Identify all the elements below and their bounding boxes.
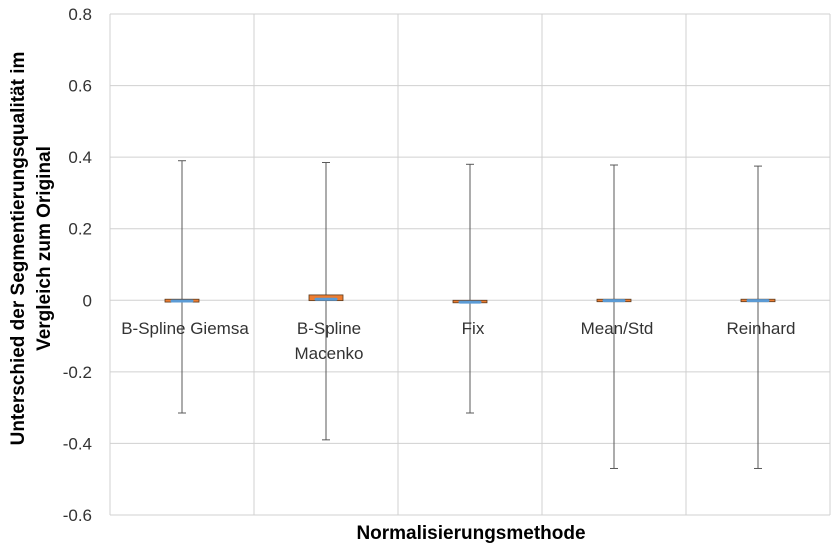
category-label: Reinhard [727,319,796,338]
y-tick-label: 0.8 [68,5,92,24]
box-0 [164,160,200,414]
box-series [164,160,776,469]
x-axis-title: Normalisierungsmethode [356,523,585,544]
y-tick-label: 0.4 [68,148,92,167]
y-tick-label: -0.2 [63,363,92,382]
y-axis-title-line: Unterschied der Segmentierungsqualität i… [8,52,29,446]
box-4 [740,165,776,469]
category-label: B-Spline Giemsa [121,319,249,338]
y-axis-title-line: Vergleich zum Original [34,146,55,351]
box-2 [452,163,488,414]
category-label: Macenko [295,344,364,363]
box-1 [308,162,344,441]
y-tick-label: -0.6 [63,506,92,525]
y-axis-title: Unterschied der Segmentierungsqualität i… [8,52,55,446]
y-tick-label: 0.2 [68,220,92,239]
y-tick-label: -0.4 [63,434,92,453]
category-label: B-Spline [297,319,361,338]
y-tick-label: 0 [83,291,92,310]
x-axis-category-labels: B-Spline Giemsa B-Spline Macenko Fix Mean/St… [121,319,795,363]
y-axis-tick-labels: 0.8 0.6 0.4 0.2 0 -0.2 -0.4 -0.6 [63,5,92,525]
category-label: Mean/Std [581,319,654,338]
box-3 [596,164,632,469]
y-tick-label: 0.6 [68,77,92,96]
category-label: Fix [462,319,485,338]
